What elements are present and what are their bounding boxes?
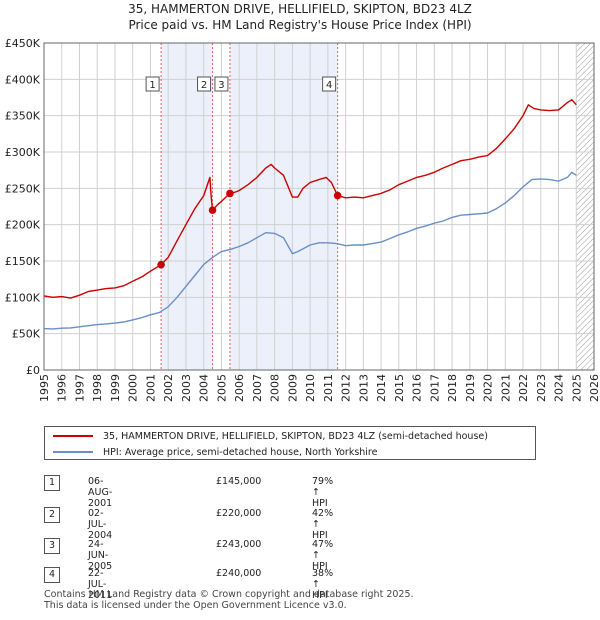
chart-legend: 35, HAMMERTON DRIVE, HELLIFIELD, SKIPTON…	[44, 426, 536, 460]
y-tick-label: £450K	[5, 37, 41, 50]
sale-point	[157, 260, 165, 269]
chart-title-line1: 35, HAMMERTON DRIVE, HELLIFIELD, SKIPTON…	[128, 2, 472, 16]
x-tick-label: 1998	[91, 374, 104, 402]
y-tick-label: £400K	[5, 73, 41, 86]
x-tick-label: 2016	[411, 374, 424, 402]
sale-label-box	[214, 76, 229, 92]
sale-point	[226, 189, 234, 198]
transaction-date: 06-AUG-2001	[88, 476, 113, 509]
x-tick-label: 1999	[109, 374, 122, 402]
x-tick-label: 2025	[570, 374, 583, 402]
legend-item-property: 35, HAMMERTON DRIVE, HELLIFIELD, SKIPTON…	[53, 428, 488, 444]
x-tick-label: 2013	[357, 374, 370, 402]
x-tick-label: 2000	[127, 374, 140, 402]
x-tick-label: 2005	[215, 374, 228, 402]
transaction-price: £243,000	[216, 539, 262, 550]
x-tick-label: 1996	[56, 374, 69, 402]
legend-label-property: 35, HAMMERTON DRIVE, HELLIFIELD, SKIPTON…	[103, 430, 488, 442]
legend-item-hpi: HPI: Average price, semi-detached house,…	[53, 444, 377, 460]
x-tick-label: 2004	[198, 374, 211, 402]
y-tick-label: £200K	[5, 219, 41, 232]
ownership-shade	[161, 43, 213, 370]
y-tick-label: £100K	[5, 291, 41, 304]
x-tick-label: 2001	[144, 374, 157, 402]
sale-label: 1	[149, 80, 155, 91]
x-tick-label: 2024	[553, 374, 566, 402]
x-tick-label: 2022	[517, 374, 530, 402]
sale-label: 2	[201, 80, 207, 91]
x-tick-label: 2002	[162, 374, 175, 402]
price-chart: 35, HAMMERTON DRIVE, HELLIFIELD, SKIPTON…	[5, 2, 600, 402]
y-tick-label: £0	[26, 364, 40, 377]
sale-label: 3	[218, 80, 224, 91]
y-tick-label: £250K	[5, 182, 41, 195]
sale-label-box	[322, 76, 337, 92]
hpi-line	[43, 171, 577, 330]
y-tick-label: £50K	[12, 328, 41, 341]
x-tick-label: 2021	[499, 374, 512, 402]
x-tick-label: 2019	[464, 374, 477, 402]
transaction-date: 02-JUL-2004	[88, 508, 113, 541]
ownership-shade	[229, 43, 338, 370]
x-tick-label: 2006	[233, 374, 246, 402]
property-price-line	[43, 99, 577, 299]
x-tick-label: 2012	[340, 374, 353, 402]
footer-line-1: Contains HM Land Registry data © Crown c…	[44, 589, 414, 600]
x-tick-label: 2008	[269, 374, 282, 402]
transaction-date: 22-JUL-2011	[88, 568, 113, 601]
chart-title-line2: Price paid vs. HM Land Registry's House …	[128, 18, 471, 32]
x-tick-label: 2003	[180, 374, 193, 402]
x-tick-label: 2011	[322, 374, 335, 402]
x-tick-label: 2026	[588, 374, 600, 402]
x-tick-label: 2018	[446, 374, 459, 402]
y-tick-label: £150K	[5, 255, 41, 268]
legend-swatch-property	[53, 435, 93, 437]
footer-line-2: This data is licensed under the Open Gov…	[44, 600, 347, 611]
transaction-price: £220,000	[216, 508, 262, 519]
y-tick-label: £300K	[5, 146, 41, 159]
x-tick-label: 2020	[482, 374, 495, 402]
x-tick-label: 2014	[375, 374, 388, 402]
transaction-price: £145,000	[216, 476, 262, 487]
transaction-hpi-change: 79% ↑ HPI	[312, 476, 334, 509]
transaction-number: 4	[44, 567, 60, 583]
transaction-hpi-change: 38% ↑ HPI	[312, 568, 334, 601]
legend-swatch-hpi	[53, 451, 93, 453]
sale-label-box	[197, 76, 212, 92]
x-tick-label: 2023	[535, 374, 548, 402]
x-tick-label: 2007	[251, 374, 264, 402]
sale-label-box	[145, 76, 160, 92]
x-tick-label: 1997	[73, 374, 86, 402]
transaction-number: 3	[44, 538, 60, 554]
sale-point	[333, 191, 342, 200]
y-tick-label: £350K	[5, 110, 41, 123]
transaction-number: 2	[44, 507, 60, 523]
x-tick-label: 2009	[286, 374, 299, 402]
plot-frame	[43, 42, 595, 371]
transaction-number: 1	[44, 475, 60, 491]
x-tick-label: 2015	[393, 374, 406, 402]
transaction-date: 24-JUN-2005	[88, 539, 113, 572]
transaction-price: £240,000	[216, 568, 262, 579]
transaction-hpi-change: 42% ↑ HPI	[312, 508, 334, 541]
sale-label: 4	[326, 80, 332, 91]
forecast-hatch	[576, 43, 594, 370]
sale-point	[208, 206, 217, 214]
footer-notice: Contains HM Land Registry data © Crown c…	[44, 589, 414, 611]
legend-label-hpi: HPI: Average price, semi-detached house,…	[103, 446, 378, 458]
x-tick-label: 1995	[38, 374, 51, 402]
transaction-hpi-change: 47% ↑ HPI	[312, 539, 334, 572]
x-tick-label: 2017	[428, 374, 441, 402]
x-tick-label: 2010	[304, 374, 317, 402]
